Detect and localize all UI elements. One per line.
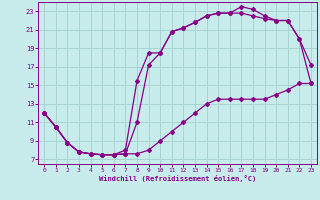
X-axis label: Windchill (Refroidissement éolien,°C): Windchill (Refroidissement éolien,°C) — [99, 175, 256, 182]
